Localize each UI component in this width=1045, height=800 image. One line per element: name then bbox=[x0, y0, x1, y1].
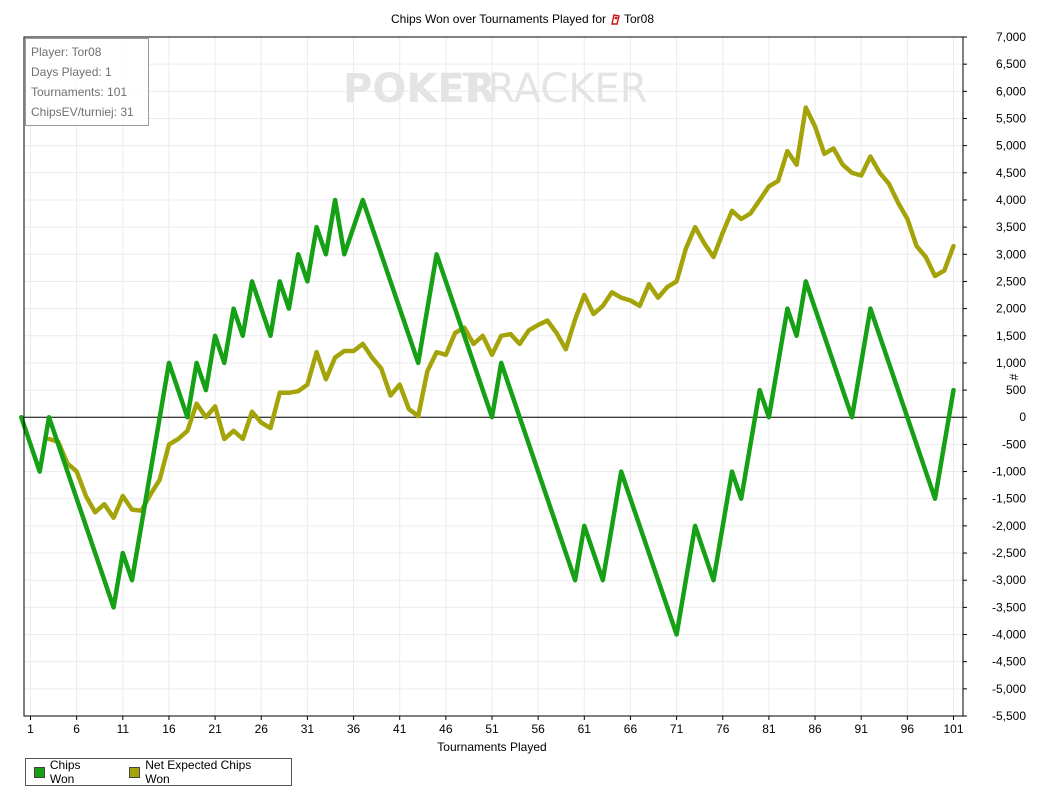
x-tick-label: 86 bbox=[808, 722, 822, 736]
axis-layer: -5,500 -5,000 -4,500 -4,000 -3,500 -3,000 -2,5… bbox=[23, 30, 1026, 736]
x-tick-label: 71 bbox=[670, 722, 684, 736]
x-tick-label: 81 bbox=[762, 722, 776, 736]
x-tick-label: 66 bbox=[624, 722, 638, 736]
y-tick-label: -4,000 bbox=[992, 628, 1026, 642]
legend-item-net-expected[interactable]: Net Expected Chips Won bbox=[129, 758, 277, 786]
y-tick-label: -500 bbox=[1002, 437, 1026, 451]
x-tick-label: 76 bbox=[716, 722, 730, 736]
y-tick-label: 2,000 bbox=[996, 302, 1026, 316]
y-tick-label: -5,500 bbox=[992, 709, 1026, 723]
legend-swatch-chips-won bbox=[34, 766, 45, 778]
y-tick-label: 5,500 bbox=[996, 111, 1026, 125]
y-tick-label: -5,000 bbox=[992, 682, 1026, 696]
x-tick-label: 16 bbox=[162, 722, 176, 736]
x-tick-label: 41 bbox=[393, 722, 407, 736]
y-tick-label: -2,500 bbox=[992, 546, 1026, 560]
y-tick-label: 6,500 bbox=[996, 57, 1026, 71]
x-tick-label: 101 bbox=[943, 722, 963, 736]
y-tick-label: 4,500 bbox=[996, 166, 1026, 180]
x-tick-label: 1 bbox=[27, 722, 34, 736]
x-tick-label: 91 bbox=[855, 722, 869, 736]
player-info-box: Player: Tor08 Days Played: 1 Tournaments… bbox=[25, 38, 149, 126]
legend: Chips Won Net Expected Chips Won bbox=[25, 758, 292, 786]
x-tick-label: 6 bbox=[73, 722, 80, 736]
watermark: POKER TRACKER bbox=[343, 66, 648, 112]
player-tag-icon bbox=[611, 14, 620, 25]
info-player: Player: Tor08 bbox=[31, 45, 102, 59]
watermark-right: TRACKER bbox=[462, 66, 648, 112]
legend-label-net-expected: Net Expected Chips Won bbox=[145, 758, 252, 786]
y-tick-label: 3,000 bbox=[996, 247, 1026, 261]
y-tick-label: 7,000 bbox=[996, 30, 1026, 44]
x-tick-label: 21 bbox=[208, 722, 222, 736]
y-tick-label: 2,500 bbox=[996, 274, 1026, 288]
legend-swatch-net-expected bbox=[129, 766, 141, 778]
legend-item-chips-won[interactable]: Chips Won bbox=[34, 758, 107, 786]
x-tick-label: 56 bbox=[531, 722, 545, 736]
x-tick-label: 96 bbox=[901, 722, 915, 736]
plot-background bbox=[24, 37, 963, 716]
y-tick-label: 4,000 bbox=[996, 193, 1026, 207]
chips-won-line bbox=[19, 197, 956, 637]
y-tick-label: -4,500 bbox=[992, 655, 1026, 669]
plot-border bbox=[23, 36, 964, 717]
info-days: Days Played: 1 bbox=[31, 65, 112, 79]
net-expected-line bbox=[46, 105, 956, 520]
info-chipsev: ChipsEV/turniej: 31 bbox=[31, 105, 134, 119]
x-tick-label: 11 bbox=[117, 722, 130, 736]
x-tick-label: 26 bbox=[255, 722, 269, 736]
y-tick-label: -2,000 bbox=[992, 519, 1026, 533]
x-tick-label: 51 bbox=[485, 722, 499, 736]
y-tick-label: 0 bbox=[1019, 410, 1026, 424]
legend-label-chips-won: Chips Won bbox=[49, 758, 81, 786]
y-tick-label: 6,000 bbox=[996, 84, 1026, 98]
x-tick-label: 61 bbox=[578, 722, 592, 736]
info-tournaments: Tournaments: 101 bbox=[31, 85, 128, 99]
chart-title: Chips Won over Tournaments Played for Tor… bbox=[0, 12, 1045, 26]
x-tick-label: 36 bbox=[347, 722, 361, 736]
y-tick-label: 5,000 bbox=[996, 139, 1026, 153]
y-tick-label: 3,500 bbox=[996, 220, 1026, 234]
series-layer bbox=[19, 105, 963, 637]
x-axis-label: Tournaments Played bbox=[437, 740, 546, 754]
y-tick-label: 1,000 bbox=[996, 356, 1026, 370]
watermark-left: POKER bbox=[343, 66, 495, 112]
y-tick-label: -1,500 bbox=[992, 492, 1026, 506]
y-tick-label: -3,000 bbox=[992, 573, 1026, 587]
chart-title-player: Tor08 bbox=[623, 12, 655, 26]
y-tick-label: -3,500 bbox=[992, 600, 1026, 614]
x-tick-label: 31 bbox=[301, 722, 315, 736]
y-tick-label: 1,500 bbox=[996, 329, 1026, 343]
y-axis-label: # bbox=[1007, 373, 1021, 380]
chart-title-text: Chips Won over Tournaments Played for bbox=[390, 12, 606, 26]
x-tick-label: 46 bbox=[439, 722, 453, 736]
y-tick-label: 500 bbox=[1006, 383, 1026, 397]
y-tick-label: -1,000 bbox=[992, 465, 1026, 479]
